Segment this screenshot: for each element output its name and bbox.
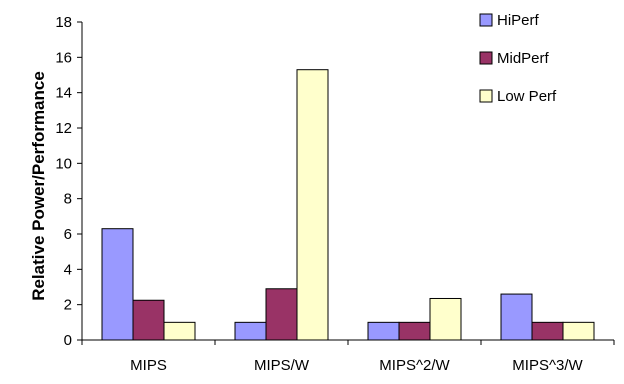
bars	[101, 69, 595, 341]
bar	[367, 321, 400, 341]
bar	[234, 321, 267, 341]
bar	[562, 321, 595, 341]
y-tick-label: 0	[64, 332, 72, 349]
x-tick-label: MIPS^2/W	[379, 357, 450, 374]
bar	[265, 288, 298, 341]
y-tick-label: 14	[55, 85, 72, 102]
legend-label: Low Perf	[497, 88, 557, 105]
bar	[429, 297, 462, 341]
y-axis-label: Relative Power/Performance	[29, 71, 48, 301]
bar	[132, 299, 165, 341]
x-tick-label: MIPS	[130, 357, 167, 374]
legend: HiPerf MidPerf Low Perf	[479, 12, 557, 105]
bar	[101, 228, 134, 341]
bar	[500, 293, 533, 341]
y-tick-label: 6	[64, 226, 72, 243]
legend-label: MidPerf	[497, 50, 550, 67]
bar	[398, 321, 431, 341]
y-tick-label: 12	[55, 120, 72, 137]
y-tick-label: 16	[55, 49, 72, 66]
bar	[531, 321, 564, 341]
legend-label: HiPerf	[497, 12, 540, 29]
x-tick-label: MIPS/W	[254, 357, 310, 374]
legend-swatch	[479, 13, 493, 27]
y-tick-label: 10	[55, 155, 72, 172]
legend-swatch	[479, 89, 493, 103]
y-tick-label: 8	[64, 191, 72, 208]
legend-swatch	[479, 51, 493, 65]
axes: 0 2 4 6 8 10 12 14 16 18 MIPS MIPS/W MIPS^2/W MIPS^3/…	[55, 14, 615, 374]
y-tick-label: 4	[64, 261, 72, 278]
y-tick-label: 2	[64, 297, 72, 314]
y-tick-label: 18	[55, 14, 72, 31]
bar	[296, 69, 329, 341]
x-tick-label: MIPS^3/W	[512, 357, 583, 374]
bar	[163, 321, 196, 341]
